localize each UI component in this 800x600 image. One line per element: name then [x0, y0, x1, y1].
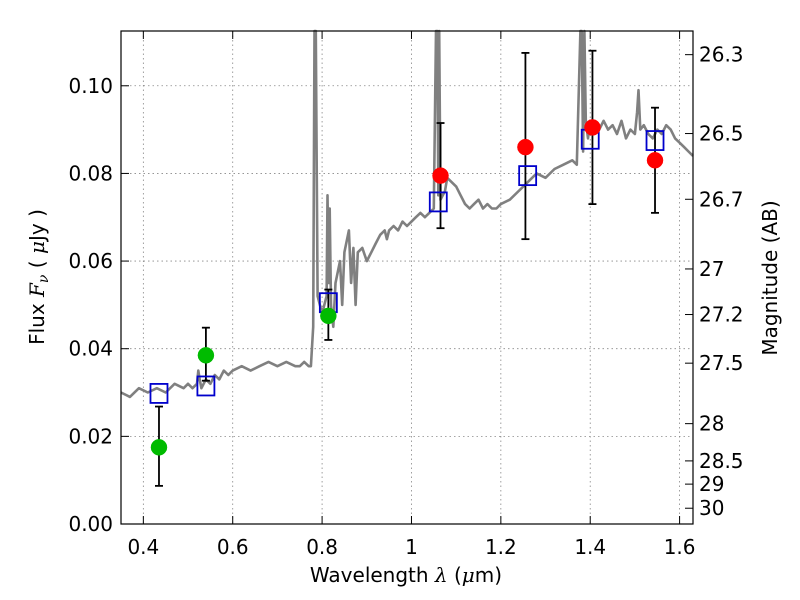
y-axis-title: Flux Fν ( μJy ) [25, 209, 52, 345]
x-tick-label: 1.2 [485, 535, 517, 559]
y2-axis-title: Magnitude (AB) [758, 200, 782, 355]
grid [121, 31, 693, 525]
observed-photometry [150, 119, 664, 456]
model-point [428, 191, 448, 213]
hst-point [517, 138, 534, 156]
model-point [518, 165, 538, 187]
x-tick-label: 0.4 [127, 535, 159, 559]
plot-frame [120, 30, 694, 525]
y2-tick-label: 27 [699, 257, 724, 281]
hst-point [584, 119, 601, 136]
sed-template [120, 29, 694, 399]
x-axis-title: Wavelength λ (μm) [310, 563, 502, 587]
x-tick-label: 0.8 [306, 535, 338, 559]
sed-line [120, 29, 694, 399]
model-point [196, 375, 216, 397]
x-tick-label: 1.6 [664, 535, 696, 559]
model-point [149, 383, 169, 404]
y2-tick-label: 29 [699, 472, 724, 496]
ground-point [197, 347, 215, 364]
y2-tick-label: 27.2 [699, 303, 744, 327]
y2-tick-label: 26.7 [699, 187, 744, 211]
x-tick-label: 1 [405, 535, 418, 559]
x-tick-label: 1.4 [574, 535, 606, 559]
y2-tick-label: 30 [699, 496, 724, 520]
y2-tick-label: 27.5 [699, 351, 744, 375]
y-tick-label: 0.02 [68, 424, 113, 448]
hst-point [432, 167, 449, 184]
y-tick-label: 0.08 [68, 161, 113, 185]
y2-tick-label: 26.3 [699, 43, 744, 67]
y2-tick-label: 28 [699, 412, 724, 436]
model-point [645, 130, 665, 151]
y-tick-label: 0.04 [68, 337, 113, 361]
y-tick-label: 0.06 [68, 249, 113, 273]
ticks: 0.4 0.6 0.8 1 1.2 1.4 1.6 0.00 0.02 0.04 0.06 0.08 0… [68, 31, 744, 559]
y2-tick-label: 26.5 [699, 122, 744, 146]
y2-tick-label: 28.5 [699, 449, 744, 473]
ground-point [320, 307, 337, 325]
model-photometry [149, 128, 665, 404]
y-tick-label: 0.10 [68, 74, 113, 98]
y-tick-label: 0.00 [68, 512, 113, 536]
ground-point [150, 439, 168, 456]
x-tick-label: 0.6 [217, 535, 249, 559]
hst-point [646, 152, 664, 169]
